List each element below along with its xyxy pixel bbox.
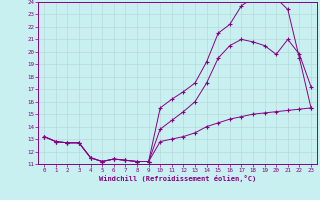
X-axis label: Windchill (Refroidissement éolien,°C): Windchill (Refroidissement éolien,°C) — [99, 175, 256, 182]
